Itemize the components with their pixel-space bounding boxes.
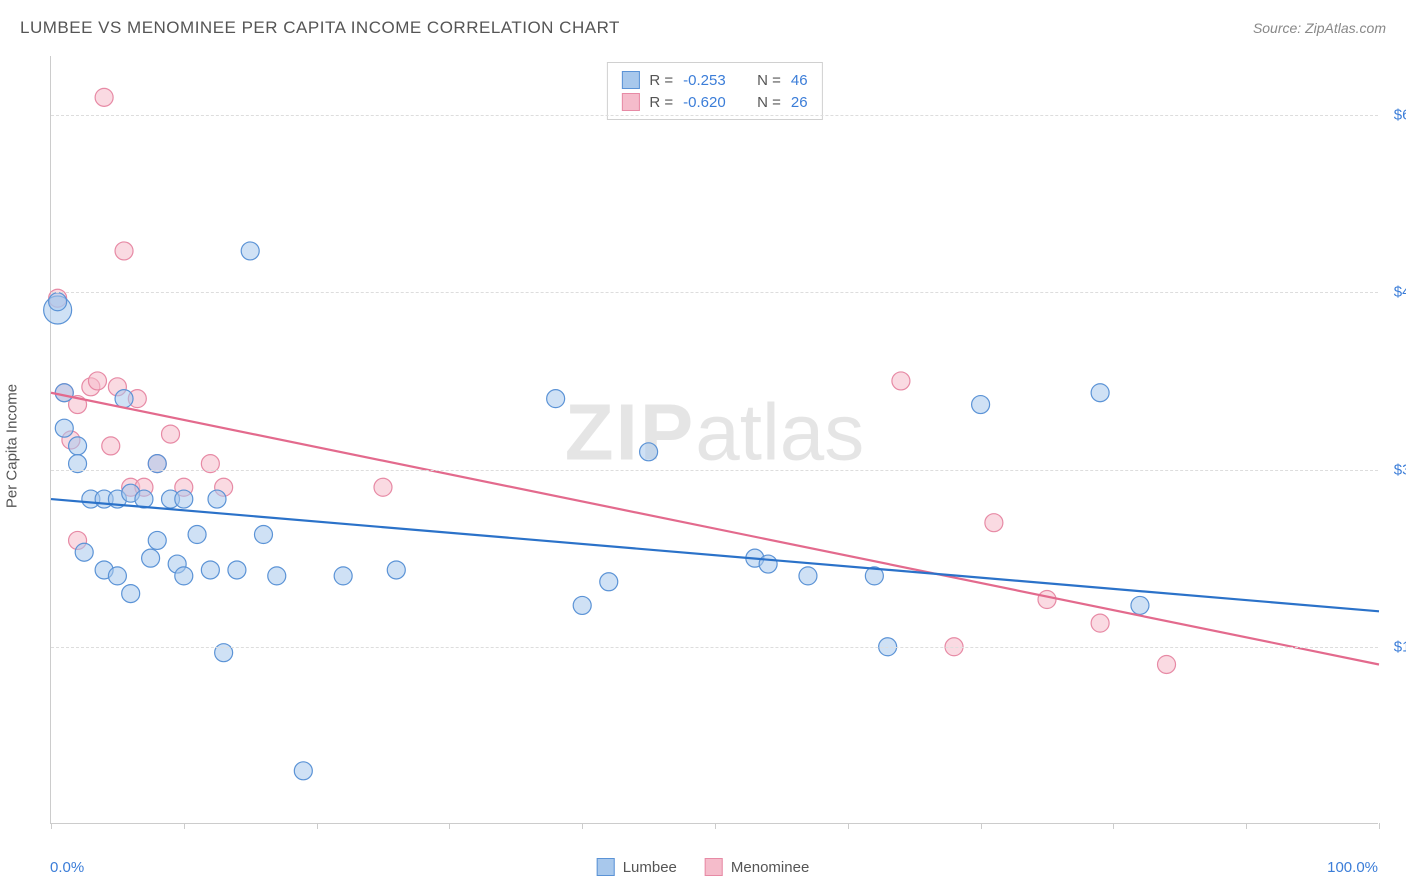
correlation-legend: R =-0.253N =46R =-0.620N =26 (606, 62, 822, 120)
data-point (254, 526, 272, 544)
data-point (95, 88, 113, 106)
data-point (208, 490, 226, 508)
x-tick (848, 823, 849, 829)
trend-line (51, 393, 1379, 665)
y-tick-label: $30,000 (1388, 461, 1406, 478)
data-point (241, 242, 259, 260)
x-tick (1246, 823, 1247, 829)
trend-line (51, 499, 1379, 611)
x-tick (1379, 823, 1380, 829)
data-point (148, 531, 166, 549)
data-point (799, 567, 817, 585)
data-point (547, 390, 565, 408)
x-tick (1113, 823, 1114, 829)
data-point (175, 490, 193, 508)
chart-title: LUMBEE VS MENOMINEE PER CAPITA INCOME CO… (20, 18, 620, 38)
data-point (1038, 591, 1056, 609)
data-point (268, 567, 286, 585)
data-point (75, 543, 93, 561)
y-tick-label: $15,000 (1388, 638, 1406, 655)
data-point (108, 567, 126, 585)
chart-svg (51, 56, 1378, 823)
data-point (374, 478, 392, 496)
data-point (142, 549, 160, 567)
data-point (175, 567, 193, 585)
data-point (972, 396, 990, 414)
menominee-swatch-icon (705, 858, 723, 876)
data-point (162, 425, 180, 443)
grid-line (51, 115, 1378, 116)
data-point (69, 437, 87, 455)
x-tick (51, 823, 52, 829)
data-point (573, 596, 591, 614)
data-point (294, 762, 312, 780)
legend-item-lumbee: Lumbee (597, 858, 677, 876)
data-point (1091, 614, 1109, 632)
y-axis-label: Per Capita Income (4, 384, 21, 508)
data-point (122, 585, 140, 603)
grid-line (51, 470, 1378, 471)
x-tick (582, 823, 583, 829)
legend-label: Menominee (731, 859, 809, 876)
menominee-swatch-icon (621, 93, 639, 111)
plot-area: ZIPatlas R =-0.253N =46R =-0.620N =26 $1… (50, 56, 1378, 824)
legend-item-menominee: Menominee (705, 858, 809, 876)
data-point (759, 555, 777, 573)
x-tick (184, 823, 185, 829)
data-point (387, 561, 405, 579)
data-point (1091, 384, 1109, 402)
y-tick-label: $45,000 (1388, 284, 1406, 301)
data-point (201, 561, 219, 579)
data-point (1131, 596, 1149, 614)
data-point (985, 514, 1003, 532)
lumbee-swatch-icon (597, 858, 615, 876)
data-point (1158, 655, 1176, 673)
grid-line (51, 647, 1378, 648)
x-tick (715, 823, 716, 829)
data-point (600, 573, 618, 591)
data-point (115, 242, 133, 260)
correlation-legend-row: R =-0.253N =46 (621, 69, 807, 91)
lumbee-swatch-icon (621, 71, 639, 89)
correlation-legend-row: R =-0.620N =26 (621, 91, 807, 113)
data-point (334, 567, 352, 585)
x-axis-max-label: 100.0% (1327, 859, 1378, 876)
legend-label: Lumbee (623, 859, 677, 876)
x-tick (317, 823, 318, 829)
x-tick (981, 823, 982, 829)
data-point (88, 372, 106, 390)
grid-line (51, 292, 1378, 293)
source-label: Source: ZipAtlas.com (1253, 20, 1386, 36)
data-point (188, 526, 206, 544)
data-point (55, 419, 73, 437)
y-tick-label: $60,000 (1388, 107, 1406, 124)
data-point (55, 384, 73, 402)
series-legend: Lumbee Menominee (597, 858, 810, 876)
x-axis-min-label: 0.0% (50, 859, 84, 876)
data-point (228, 561, 246, 579)
data-point (640, 443, 658, 461)
data-point (115, 390, 133, 408)
data-point (892, 372, 910, 390)
data-point (49, 293, 67, 311)
x-tick (449, 823, 450, 829)
data-point (102, 437, 120, 455)
